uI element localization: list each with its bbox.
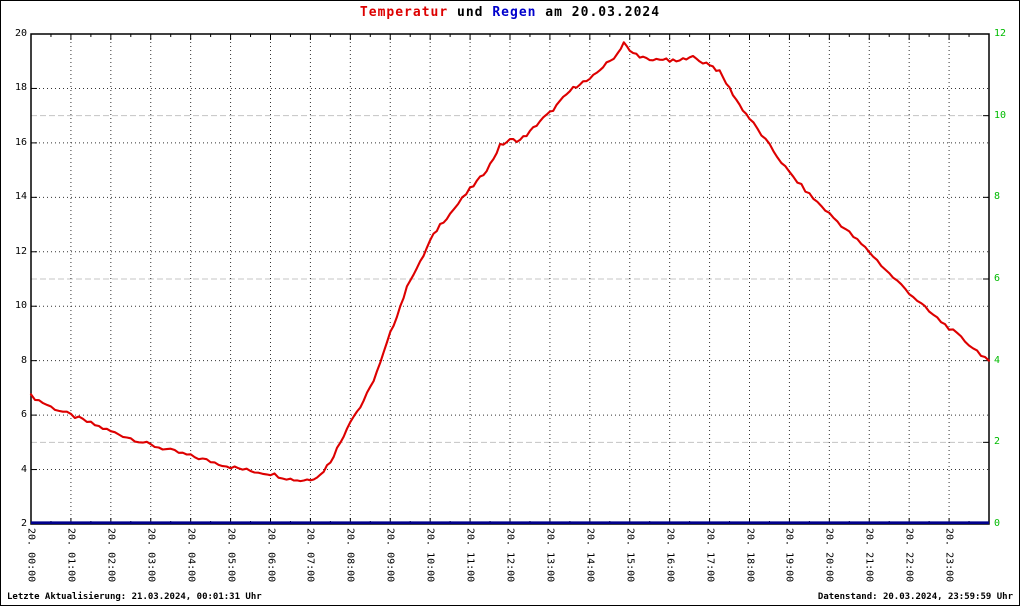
x-axis-tick-label: 20. 11:00 bbox=[464, 528, 476, 583]
chart-title: Temperatur und Regen am 20.03.2024 bbox=[1, 5, 1019, 20]
y-axis-right-tick-label: 10 bbox=[994, 109, 1007, 121]
x-axis-tick-label: 20. 01:00 bbox=[65, 528, 77, 583]
y-axis-left-tick-label: 8 bbox=[20, 354, 27, 366]
y-axis-left-tick-label: 12 bbox=[14, 245, 27, 257]
y-axis-right-tick-label: 0 bbox=[994, 518, 1001, 529]
x-axis-tick-label: 20. 20:00 bbox=[823, 528, 835, 583]
y-axis-right-tick-label: 12 bbox=[994, 28, 1007, 39]
title-date: am 20.03.2024 bbox=[536, 5, 661, 20]
x-axis-tick-label: 20. 00:00 bbox=[25, 528, 37, 583]
x-axis-tick-label: 20. 15:00 bbox=[624, 528, 636, 583]
y-axis-left-tick-label: 2 bbox=[20, 518, 27, 529]
x-axis-tick-label: 20. 14:00 bbox=[584, 528, 596, 583]
x-axis-tick-label: 20. 04:00 bbox=[185, 528, 197, 583]
y-axis-right-tick-label: 8 bbox=[994, 191, 1001, 203]
x-axis-tick-label: 20. 17:00 bbox=[704, 528, 716, 583]
x-axis-tick-label: 20. 19:00 bbox=[783, 528, 795, 583]
y-axis-right-tick-label: 2 bbox=[994, 436, 1001, 448]
x-axis-tick-label: 20. 16:00 bbox=[664, 528, 676, 583]
x-axis-tick-label: 20. 18:00 bbox=[744, 528, 755, 583]
y-axis-left-tick-label: 18 bbox=[14, 82, 27, 94]
last-update-text: Letzte Aktualisierung: 21.03.2024, 00:01… bbox=[7, 592, 262, 602]
x-axis-tick-label: 20. 13:00 bbox=[544, 528, 556, 583]
y-axis-left-tick-label: 10 bbox=[14, 300, 27, 312]
x-axis-tick-label: 20. 02:00 bbox=[105, 528, 117, 583]
x-axis-tick-label: 20. 12:00 bbox=[504, 528, 516, 583]
title-temperatur: Temperatur bbox=[359, 5, 449, 20]
x-axis-tick-label: 20. 08:00 bbox=[344, 528, 356, 583]
y-axis-right-tick-label: 6 bbox=[994, 273, 1001, 284]
x-axis-tick-label: 20. 22:00 bbox=[903, 528, 915, 583]
y-axis-left-tick-label: 20 bbox=[14, 28, 27, 39]
y-axis-left-tick-label: 16 bbox=[14, 136, 27, 148]
x-axis-tick-label: 20. 23:00 bbox=[943, 528, 955, 583]
y-axis-left-tick-label: 6 bbox=[20, 409, 27, 421]
x-axis-tick-label: 20. 03:00 bbox=[145, 528, 157, 583]
x-axis-tick-label: 20. 10:00 bbox=[424, 528, 436, 583]
x-axis-tick-label: 20. 06:00 bbox=[265, 528, 276, 583]
y-axis-left-tick-label: 4 bbox=[20, 463, 27, 475]
title-regen: Regen bbox=[492, 5, 537, 20]
y-axis-left-tick-label: 14 bbox=[14, 191, 27, 203]
x-axis-tick-label: 20. 09:00 bbox=[384, 528, 396, 583]
x-axis-tick-label: 20. 07:00 bbox=[304, 528, 316, 583]
title-und: und bbox=[448, 5, 493, 20]
x-axis-tick-label: 20. 05:00 bbox=[225, 528, 237, 583]
y-axis-right-tick-label: 4 bbox=[994, 354, 1001, 366]
x-axis-tick-label: 20. 21:00 bbox=[863, 528, 875, 583]
data-state-text: Datenstand: 20.03.2024, 23:59:59 Uhr bbox=[817, 592, 1013, 602]
